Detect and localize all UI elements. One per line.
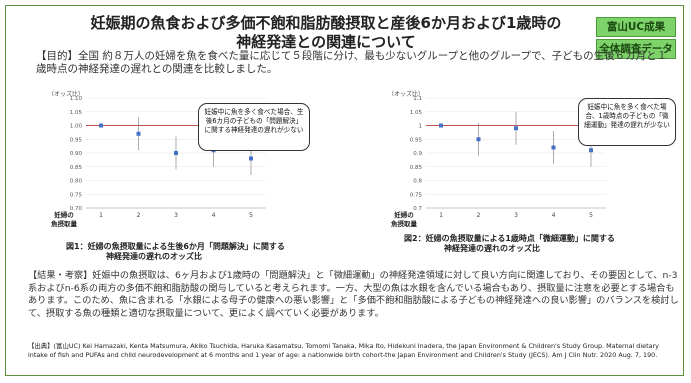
chart-1-point-2	[136, 131, 141, 136]
chart-2-callout: 妊娠中に魚を多く食べた場合、1歳時点の子どもの「微細運動」発達の遅れが少ない	[578, 98, 676, 146]
chart-2-x-axis-label-line-2: 魚摂取量	[391, 219, 418, 228]
chart-1-x-tick-label-3: 3	[174, 212, 178, 219]
chart-2-caption-line-2: 神経発達の遅れのオッズ比	[444, 244, 540, 253]
chart-1-y-tick-label: 0.95	[70, 137, 83, 143]
chart-1-caption: 図1：妊婦の魚摂取量による生後6か月「問題解決」に関する 神経発達の遅れのオッズ…	[66, 242, 326, 262]
chart-2-caption-line-1: 図2：妊婦の魚摂取量による1歳時点「微細運動」に関する	[404, 234, 615, 243]
chart-2-y-tick-label: 1.05	[410, 110, 423, 116]
chart-2-point-1	[439, 123, 443, 128]
chart-1-y-tick-label: 0.75	[70, 192, 83, 198]
chart-2-caption: 図2：妊婦の魚摂取量による1歳時点「微細運動」に関する 神経発達の遅れのオッズ比	[404, 234, 664, 254]
chart-1-x-tick-label-2: 2	[137, 212, 141, 219]
chart-1-point-1	[99, 123, 103, 128]
chart-2-x-tick-label-5: 5	[589, 212, 593, 219]
purpose-text: 【目的】全国 約８万人の妊婦を魚を食べた量に応じて５段階に分け、最も少ないグルー…	[36, 50, 668, 75]
chart-1-y-tick-label: 0.80	[70, 179, 83, 185]
chart-1-y-axis-label: （オッズ比）	[48, 90, 84, 98]
chart-2: （オッズ比） 1.1 1.05 1 0.95 0.9 0.85 0.8 0.75 0.7 1 2 3 4 5…	[356, 88, 686, 238]
chart-2-x-tick-label-3: 3	[514, 212, 518, 219]
toyama-uc-badge: 富山UC成果	[596, 17, 676, 37]
chart-1-x-axis-label-line-1: 妊婦の	[54, 210, 74, 219]
chart-1-callout: 妊娠中に魚を多く食べた場合、生後6カ月の子どもの「問題解決」に関する神経発達の遅…	[198, 103, 310, 151]
chart-1-y-tick-label: 0.90	[70, 151, 83, 157]
chart-2-x-tick-label-2: 2	[477, 212, 481, 219]
chart-2-point-4	[551, 145, 556, 150]
chart-1-point-3	[174, 151, 178, 155]
chart-2-point-2	[476, 137, 481, 142]
chart-1-y-tick-label: 1.10	[70, 96, 83, 102]
chart-1-y-tick-label: 1.05	[70, 110, 83, 116]
chart-2-x-tick-label-4: 4	[552, 212, 556, 219]
chart-1-x-tick-label-1: 1	[99, 212, 103, 219]
page-title: 妊娠期の魚食および多価不飽和脂肪酸摂取と産後6か月および1歳時の 神経発達との関…	[66, 14, 586, 52]
results-text: 【結果・考察】妊娠中の魚摂取は、6ヶ月および1歳時の「問題解決」と「微細運動」の…	[28, 270, 679, 319]
chart-1-x-tick-label-5: 5	[249, 212, 253, 219]
chart-2-y-tick-label: 1	[419, 124, 423, 130]
title-line-2: 神経発達との関連について	[236, 33, 416, 51]
whole-survey-badge: 全体調査データ	[596, 39, 676, 59]
chart-1-x-axis-label-line-2: 魚摂取量	[51, 219, 78, 228]
chart-1-point-5	[249, 156, 253, 161]
chart-2-y-tick-label: 0.95	[410, 137, 423, 143]
chart-2-y-tick-label: 0.75	[410, 192, 423, 198]
chart-2-x-axis-label-line-1: 妊婦の	[394, 210, 414, 219]
chart-2-y-axis-label: （オッズ比）	[388, 90, 424, 98]
chart-2-y-tick-label: 1.1	[413, 96, 422, 102]
chart-1-y-tick-label: 1.00	[70, 124, 83, 130]
poster-frame: 妊娠期の魚食および多価不飽和脂肪酸摂取と産後6か月および1歳時の 神経発達との関…	[5, 5, 684, 376]
chart-2-svg: （オッズ比）1.1 1.05 1 0.95 0.9 0.85 0.8 0.75 0.7 1 2 3 4 5…	[388, 90, 606, 228]
chart-1-x-tick-label-4: 4	[212, 212, 216, 219]
source-citation: 【出典】(富山UC) Kei Hamazaki, Kenta Matsumura…	[28, 342, 659, 359]
chart-2-point-5	[589, 148, 593, 153]
chart-1-caption-line-2: 神経発達の遅れのオッズ比	[106, 252, 202, 261]
chart-2-y-tick-label: 0.8	[413, 179, 422, 185]
chart-2-y-tick-label: 0.85	[410, 165, 423, 171]
chart-1-y-tick-label: 0.85	[70, 165, 83, 171]
chart-2-y-tick-label: 0.9	[413, 151, 422, 157]
chart-2-point-3	[514, 126, 518, 131]
chart-2-x-tick-label-1: 1	[439, 212, 443, 219]
chart-1-caption-line-1: 図1：妊婦の魚摂取量による生後6か月「問題解決」に関する	[66, 242, 285, 251]
title-line-1: 妊娠期の魚食および多価不飽和脂肪酸摂取と産後6か月および1歳時の	[90, 14, 562, 32]
chart-1-y-tick-label: 0.70	[70, 206, 83, 212]
chart-2-y-tick-label: 0.7	[413, 206, 422, 212]
